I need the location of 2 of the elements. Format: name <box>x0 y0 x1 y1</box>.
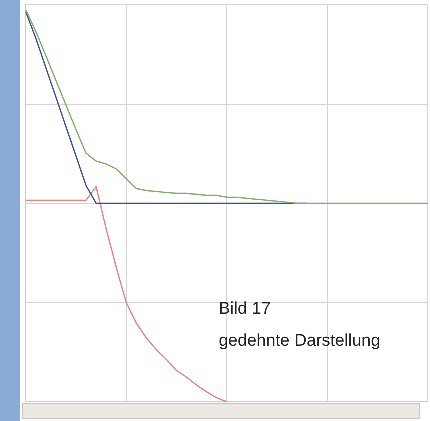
annotation: Bild 17 <box>218 299 271 318</box>
annotation: gedehnte Darstellung <box>218 331 381 350</box>
